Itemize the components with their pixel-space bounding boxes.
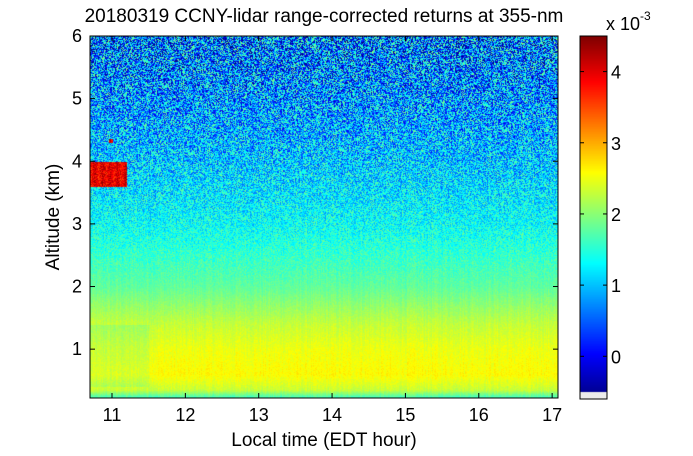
- x-tick-label: 12: [175, 405, 195, 425]
- x-tick-label: 13: [249, 405, 269, 425]
- y-tick-label: 2: [72, 277, 82, 297]
- y-tick-label: 5: [72, 89, 82, 109]
- y-tick-label: 3: [72, 214, 82, 234]
- colorbar-frame: [579, 35, 608, 400]
- x-axis-label: Local time (EDT hour): [231, 430, 417, 451]
- x-tick-label: 17: [542, 405, 562, 425]
- colorbar-image: [580, 36, 607, 399]
- x-tick-label: 16: [469, 405, 489, 425]
- colorbar-tick-label: 1: [611, 276, 621, 296]
- y-tick-label: 6: [72, 26, 82, 46]
- y-tick-label: 4: [72, 151, 82, 171]
- chart-title: 20180319 CCNY-lidar range-corrected retu…: [85, 6, 564, 27]
- heatmap-image: [90, 36, 558, 398]
- colorbar-tick-label: 4: [611, 63, 621, 83]
- colorbar-tick-label: 0: [611, 347, 621, 367]
- colorbar-tick-label: 2: [611, 205, 621, 225]
- colorbar-exponent: x 10-3: [606, 9, 651, 34]
- x-tick-label: 11: [103, 405, 122, 425]
- y-axis-label: Altitude (km): [43, 164, 64, 271]
- y-tick-label: 1: [72, 339, 82, 359]
- x-tick-label: 14: [322, 405, 342, 425]
- plot-frame: [89, 35, 559, 399]
- x-tick-label: 15: [395, 405, 415, 425]
- colorbar-tick-label: 3: [611, 134, 621, 154]
